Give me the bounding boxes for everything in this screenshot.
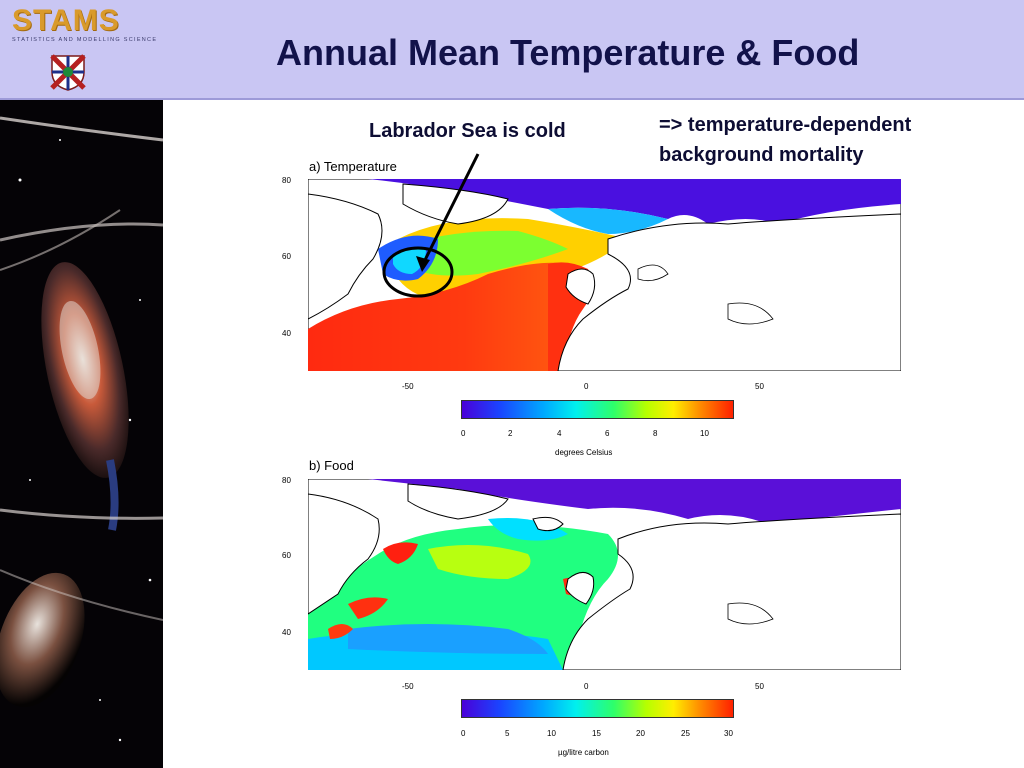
mortality-line-2: background mortality (659, 144, 864, 166)
temp-cb-tick: 8 (653, 429, 658, 438)
food-cb-tick: 15 (592, 729, 601, 738)
labrador-highlight (382, 153, 480, 298)
temp-lat-label: 80 (282, 176, 291, 185)
copepod-photo (0, 100, 163, 768)
food-cb-tick: 0 (461, 729, 466, 738)
logo-subtitle: STATISTICS AND MODELLING SCIENCE (12, 37, 158, 43)
temperature-map (308, 179, 901, 371)
food-cb-tick: 20 (636, 729, 645, 738)
temperature-map-title: a) Temperature (309, 159, 397, 174)
temp-cb-tick: 2 (508, 429, 513, 438)
temperature-colorbar (461, 400, 734, 419)
copepod-illustration (0, 100, 163, 768)
food-cb-tick: 25 (681, 729, 690, 738)
food-cb-tick: 10 (547, 729, 556, 738)
slide-header: STAMS STATISTICS AND MODELLING SCIENCE A… (0, 0, 1024, 100)
food-lon-label: 50 (755, 682, 764, 691)
temp-colorbar-unit: degrees Celsius (555, 448, 613, 457)
food-lat-label: 80 (282, 476, 291, 485)
food-colorbar-unit: µg/litre carbon (558, 748, 609, 757)
stams-logo: STAMS STATISTICS AND MODELLING SCIENCE (6, 4, 158, 94)
food-colorbar (461, 699, 734, 718)
mortality-line-1: => temperature-dependent (659, 114, 912, 136)
temp-lon-label: 50 (755, 382, 764, 391)
temp-lon-label: -50 (402, 382, 414, 391)
food-lat-label: 40 (282, 628, 291, 637)
food-lat-label: 60 (282, 551, 291, 560)
food-lon-label: -50 (402, 682, 414, 691)
temp-cb-tick: 4 (557, 429, 562, 438)
food-map-title: b) Food (309, 458, 354, 473)
temp-lat-label: 40 (282, 329, 291, 338)
labrador-annotation: Labrador Sea is cold (369, 120, 566, 142)
mortality-annotation: => temperature-dependent background mort… (659, 110, 911, 170)
temp-cb-tick: 10 (700, 429, 709, 438)
temp-lat-label: 60 (282, 252, 291, 261)
food-map (308, 479, 901, 670)
slide-title: Annual Mean Temperature & Food (276, 32, 860, 73)
temp-lon-label: 0 (584, 382, 589, 391)
temp-cb-tick: 0 (461, 429, 466, 438)
food-lon-label: 0 (584, 682, 589, 691)
shield-icon (50, 54, 86, 91)
food-cb-tick: 30 (724, 729, 733, 738)
temp-cb-tick: 6 (605, 429, 610, 438)
food-cb-tick: 5 (505, 729, 510, 738)
logo-text: STAMS (12, 4, 120, 37)
